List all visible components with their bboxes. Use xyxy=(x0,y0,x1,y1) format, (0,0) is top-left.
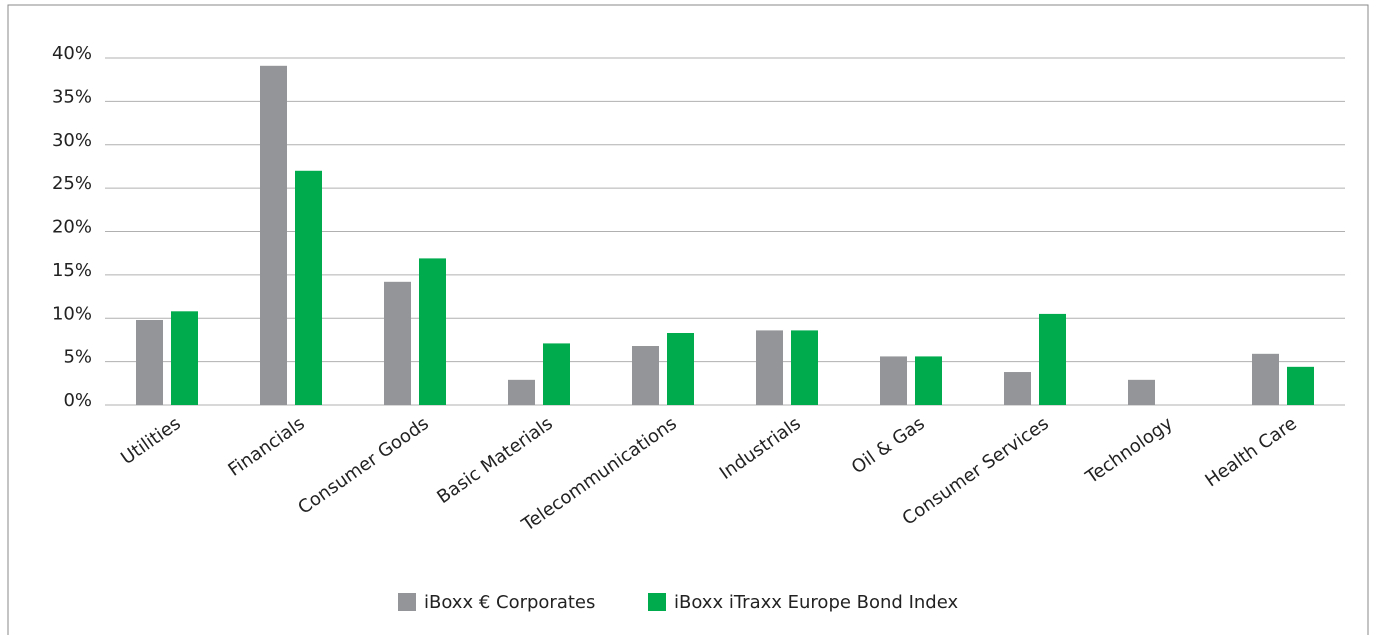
y-tick-label: 5% xyxy=(63,347,92,368)
y-tick-label: 0% xyxy=(63,390,92,411)
bar xyxy=(632,346,659,405)
bar xyxy=(260,65,287,406)
bar xyxy=(1128,379,1155,405)
bar xyxy=(756,330,783,405)
bar xyxy=(915,356,942,405)
x-tick-label: Utilities xyxy=(117,413,185,469)
bar xyxy=(419,258,446,405)
x-tick-label: Oil & Gas xyxy=(848,413,929,478)
bar xyxy=(667,332,694,405)
bar xyxy=(1252,353,1279,405)
x-tick-label: Industrials xyxy=(716,413,805,484)
legend-swatch xyxy=(648,593,666,611)
y-tick-label: 10% xyxy=(52,303,92,324)
bar xyxy=(171,311,198,405)
bar xyxy=(136,319,163,405)
x-tick-label: Health Care xyxy=(1201,413,1300,491)
bar xyxy=(880,356,907,405)
chart-frame xyxy=(7,4,1369,639)
bar xyxy=(508,379,535,405)
y-tick-label: 20% xyxy=(52,217,92,238)
y-tick-label: 25% xyxy=(52,173,92,194)
bar xyxy=(791,330,818,405)
legend-label: iBoxx iTraxx Europe Bond Index xyxy=(674,592,958,613)
bar xyxy=(543,343,570,405)
bar xyxy=(1039,313,1066,405)
bar xyxy=(384,281,411,405)
legend-swatch xyxy=(398,593,416,611)
bar xyxy=(295,170,322,405)
x-tick-label: Technology xyxy=(1081,413,1177,489)
y-tick-label: 30% xyxy=(52,130,92,151)
y-tick-label: 40% xyxy=(52,43,92,64)
x-tick-label: Basic Materials xyxy=(433,413,556,508)
x-tick-label: Consumer Goods xyxy=(294,413,432,519)
y-tick-label: 15% xyxy=(52,260,92,281)
x-tick-label: Financials xyxy=(224,413,308,481)
bar xyxy=(1287,366,1314,405)
bar xyxy=(1004,372,1031,405)
legend-label: iBoxx € Corporates xyxy=(424,592,595,613)
y-tick-label: 35% xyxy=(52,86,92,107)
